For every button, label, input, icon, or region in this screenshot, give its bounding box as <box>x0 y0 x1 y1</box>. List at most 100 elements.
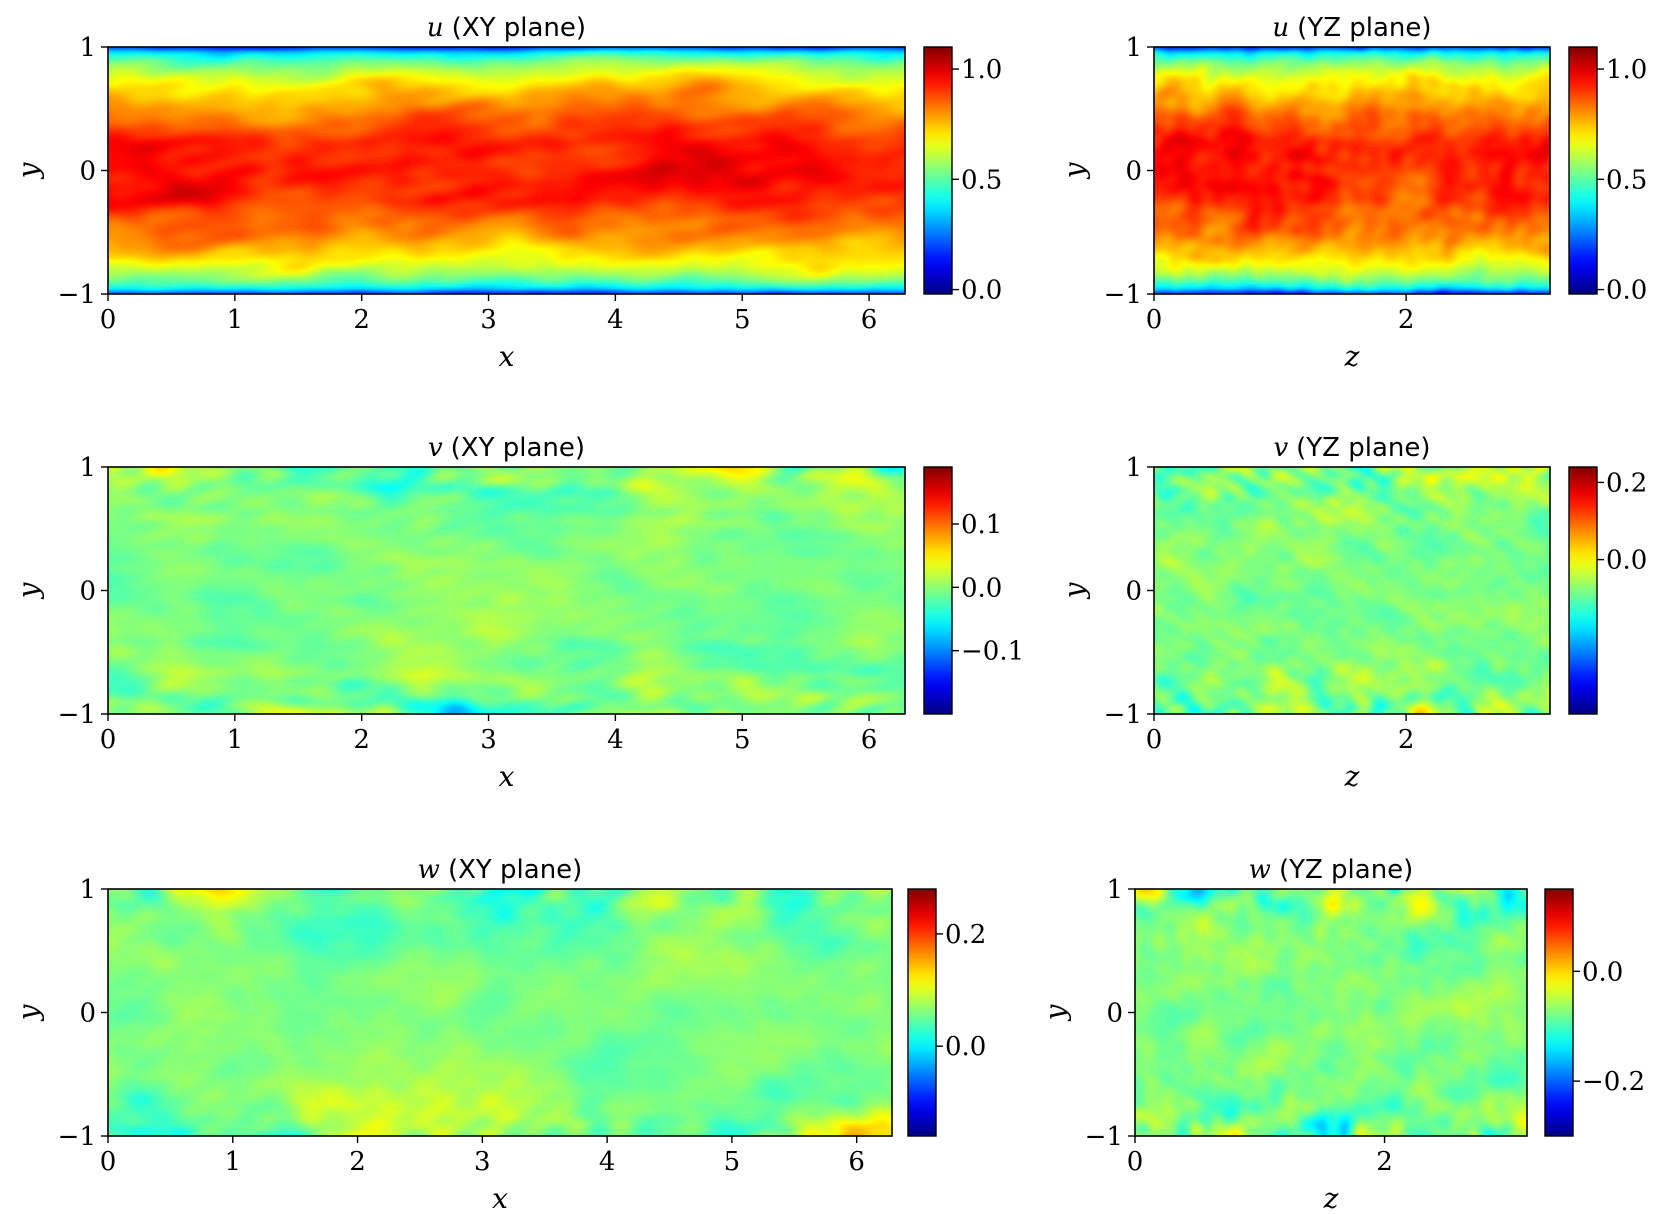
y-tick-label: −1 <box>58 700 96 730</box>
y-axis-label: y <box>1058 581 1091 600</box>
colorbar-tick-label: 0.0 <box>1606 546 1647 576</box>
x-tick-label: 3 <box>480 305 497 335</box>
y-tick-label: 0 <box>1125 577 1142 607</box>
x-tick-label: 4 <box>607 725 624 755</box>
heatmap-image <box>1135 889 1527 1136</box>
x-tick-label: 2 <box>349 1147 366 1177</box>
colorbar: 0.0 0.2 <box>907 888 986 1137</box>
y-tick-label: 0 <box>79 577 96 607</box>
colorbar: 0.0 0.5 1.0 <box>923 46 1002 306</box>
heatmap-image <box>108 889 892 1136</box>
x-tick-label: 0 <box>1146 725 1163 755</box>
y-tick-label: 0 <box>79 157 96 187</box>
y-tick-label: −1 <box>1085 1122 1123 1152</box>
y-axis-label: y <box>12 1003 45 1022</box>
x-axis-label: x <box>492 1182 508 1214</box>
panel-title: w (YZ plane) <box>1249 855 1414 885</box>
x-axis-label: z <box>1344 340 1360 373</box>
colorbar-tick-label: 0.2 <box>945 920 986 950</box>
x-tick-label: 2 <box>353 305 370 335</box>
heatmap-image <box>1154 467 1550 714</box>
colorbar-tick-label: 0.0 <box>961 276 1002 306</box>
x-tick-label: 5 <box>724 1147 741 1177</box>
y-tick-label: 1 <box>79 875 96 905</box>
heatmap-image <box>108 467 905 714</box>
x-tick-label: 0 <box>100 305 117 335</box>
colorbar-tick-label: −0.2 <box>1582 1067 1645 1097</box>
y-tick-label: 0 <box>1125 157 1142 187</box>
y-tick-label: −1 <box>58 280 96 310</box>
x-tick-label: 4 <box>607 305 624 335</box>
y-axis-label: y <box>12 581 45 600</box>
y-tick-label: −1 <box>1104 700 1142 730</box>
panel-title: v (XY plane) <box>428 433 585 463</box>
x-axis-label: x <box>499 340 515 373</box>
y-tick-label: −1 <box>1104 280 1142 310</box>
colorbar-tick-label: 0.0 <box>1606 276 1647 306</box>
heatmap-image <box>108 47 905 294</box>
y-tick-label: 1 <box>79 33 96 63</box>
x-tick-label: 0 <box>100 1147 117 1177</box>
x-tick-label: 4 <box>599 1147 616 1177</box>
x-tick-label: 6 <box>861 725 878 755</box>
colorbar-gradient <box>1568 46 1598 295</box>
colorbar-tick-label: 0.0 <box>961 573 1002 603</box>
x-tick-label: 0 <box>1127 1147 1144 1177</box>
panel-title: v (YZ plane) <box>1273 433 1430 463</box>
colorbar-tick-label: 0.5 <box>1606 165 1647 195</box>
x-tick-label: 1 <box>227 305 244 335</box>
x-axis-label: z <box>1323 1182 1339 1214</box>
colorbar-tick-label: 0.5 <box>961 165 1002 195</box>
colorbar-gradient <box>923 46 953 295</box>
y-tick-label: −1 <box>58 1122 96 1152</box>
colorbar-gradient <box>923 466 953 715</box>
y-tick-label: 0 <box>1106 999 1123 1029</box>
y-axis-label: y <box>12 161 45 180</box>
colorbar-tick-label: 0.0 <box>1582 957 1623 987</box>
colorbar-gradient <box>1568 466 1598 715</box>
y-tick-label: 1 <box>1106 875 1123 905</box>
x-tick-label: 2 <box>1376 1147 1393 1177</box>
colorbar: −0.2 0.0 <box>1544 888 1645 1137</box>
x-tick-label: 3 <box>480 725 497 755</box>
colorbar-tick-label: 0.0 <box>945 1032 986 1062</box>
colorbar-tick-label: 0.1 <box>961 510 1002 540</box>
y-tick-label: 1 <box>1125 453 1142 483</box>
colorbar: −0.1 0.0 0.1 <box>923 466 1024 715</box>
panel-title: u (YZ plane) <box>1272 13 1431 43</box>
y-axis-label: y <box>1039 1003 1072 1022</box>
x-tick-label: 5 <box>734 305 751 335</box>
colorbar-tick-label: −0.1 <box>961 637 1024 667</box>
colorbar-tick-label: 0.2 <box>1606 468 1647 498</box>
x-axis-label: z <box>1344 760 1360 793</box>
y-tick-label: 1 <box>79 453 96 483</box>
x-axis-label: x <box>499 760 515 793</box>
colorbar-gradient <box>907 888 937 1137</box>
x-tick-label: 2 <box>353 725 370 755</box>
panel-title: u (XY plane) <box>427 13 586 43</box>
colorbar: 0.0 0.2 <box>1568 466 1647 715</box>
x-tick-label: 5 <box>734 725 751 755</box>
y-tick-label: 0 <box>79 999 96 1029</box>
x-tick-label: 0 <box>100 725 117 755</box>
colorbar: 0.0 0.5 1.0 <box>1568 46 1647 306</box>
x-tick-label: 6 <box>848 1147 865 1177</box>
y-axis-label: y <box>1058 161 1091 180</box>
x-tick-label: 2 <box>1398 305 1415 335</box>
x-tick-label: 1 <box>225 1147 242 1177</box>
x-tick-label: 3 <box>474 1147 491 1177</box>
colorbar-tick-label: 1.0 <box>961 55 1002 85</box>
x-tick-label: 0 <box>1146 305 1163 335</box>
heatmap-image <box>1154 47 1550 294</box>
y-tick-label: 1 <box>1125 33 1142 63</box>
colorbar-tick-label: 1.0 <box>1606 55 1647 85</box>
x-tick-label: 2 <box>1398 725 1415 755</box>
panel-title: w (XY plane) <box>418 855 583 885</box>
